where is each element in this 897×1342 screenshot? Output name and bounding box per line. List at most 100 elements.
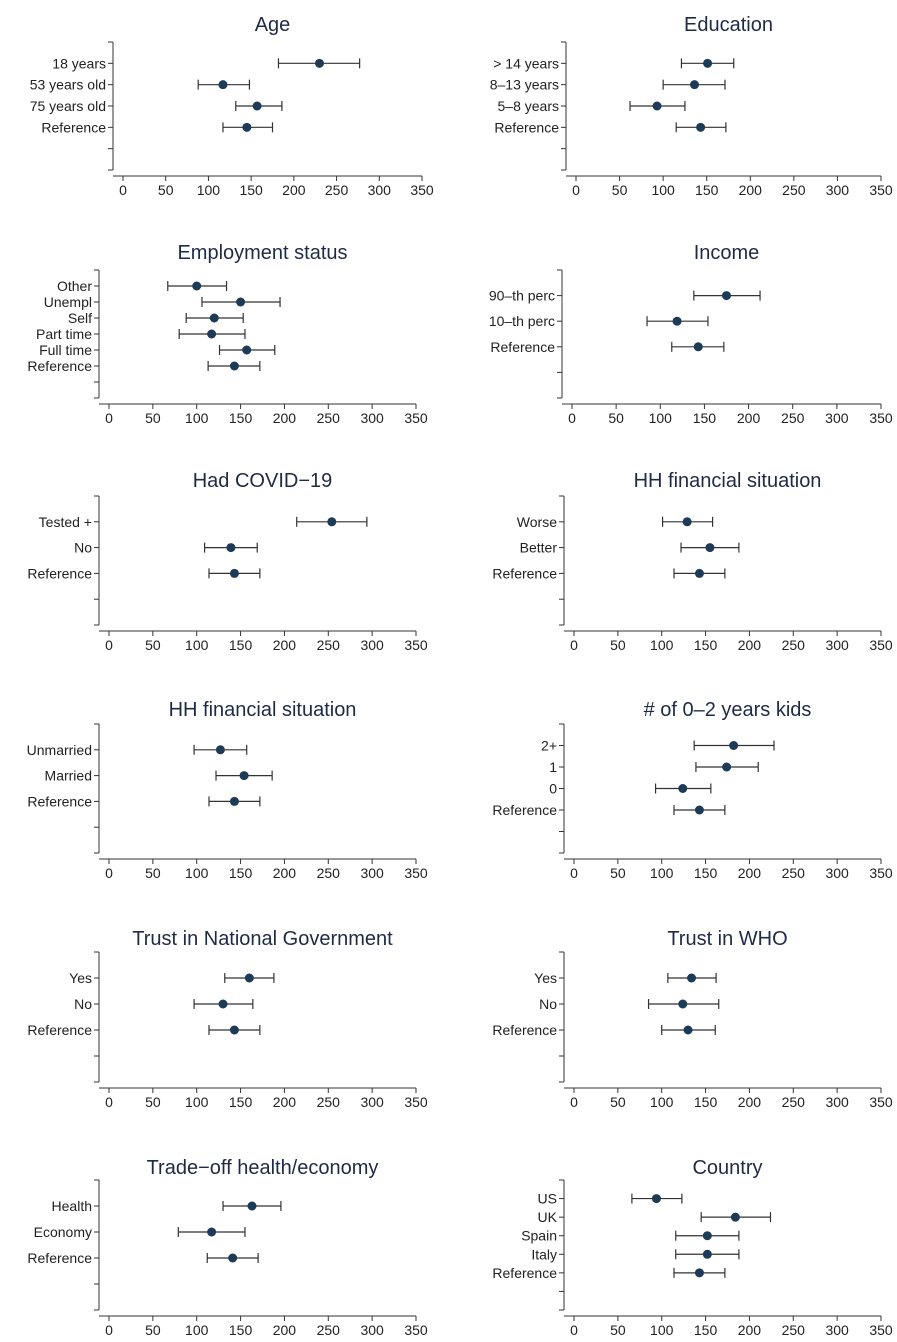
category-label: Reference <box>490 339 555 355</box>
category-label: 2+ <box>541 738 557 754</box>
x-tick-label: 150 <box>694 865 718 881</box>
point-estimate <box>215 745 225 755</box>
category-label: Reference <box>27 1250 92 1266</box>
point-estimate <box>683 1025 693 1035</box>
x-tick-label: 0 <box>570 1094 578 1110</box>
x-tick-label: 0 <box>105 1322 113 1338</box>
x-tick-label: 150 <box>694 1094 718 1110</box>
point-estimate <box>247 1201 257 1211</box>
category-label: Unempl <box>44 294 92 310</box>
point-estimate <box>239 771 249 781</box>
category-label: Full time <box>39 342 92 358</box>
category-label: Tested + <box>39 514 92 530</box>
category-label: No <box>74 996 92 1012</box>
category-label: Worse <box>517 514 557 530</box>
x-tick-label: 300 <box>360 637 384 653</box>
panel-title: Income <box>694 242 760 264</box>
point-estimate <box>729 741 739 750</box>
category-label: 53 years old <box>30 77 106 93</box>
x-tick-label: 350 <box>869 182 893 198</box>
x-tick-label: 300 <box>360 410 384 426</box>
category-label: Reference <box>41 119 106 135</box>
x-tick-label: 250 <box>782 637 806 653</box>
panel-4: Had COVID−19 0 50 100 150 200 250 300 350 Tested … <box>27 470 427 653</box>
point-estimate <box>314 58 324 68</box>
x-tick-label: 250 <box>782 182 806 198</box>
category-label: No <box>74 540 92 556</box>
x-tick-label: 100 <box>185 865 209 881</box>
point-estimate <box>682 517 692 527</box>
point-estimate <box>242 122 252 132</box>
x-tick-label: 250 <box>317 865 341 881</box>
x-tick-label: 100 <box>650 865 674 881</box>
x-tick-label: 250 <box>317 637 341 653</box>
category-label: No <box>539 996 557 1012</box>
x-tick-label: 150 <box>229 410 253 426</box>
panel-6: HH financial situation 0 50 100 150 200 250 300… <box>27 699 428 881</box>
point-estimate <box>722 291 731 301</box>
x-tick-label: 150 <box>229 1322 253 1338</box>
x-tick-label: 350 <box>869 410 893 426</box>
panel-title: HH financial situation <box>169 699 357 721</box>
x-tick-label: 300 <box>360 865 384 881</box>
x-tick-label: 50 <box>610 1094 626 1110</box>
x-tick-label: 0 <box>105 865 113 881</box>
point-estimate <box>327 517 337 527</box>
point-estimate <box>229 568 239 578</box>
x-tick-label: 0 <box>105 410 113 426</box>
point-estimate <box>730 1212 740 1222</box>
x-tick-label: 50 <box>145 865 161 881</box>
panel-title: Education <box>684 14 773 36</box>
category-label: Reference <box>27 1022 92 1038</box>
x-tick-label: 250 <box>317 1094 341 1110</box>
panel-5: HH financial situation 0 50 100 150 200 250 300… <box>492 470 892 653</box>
x-tick-label: 50 <box>610 1322 626 1338</box>
panel-11: Country 0 50 100 150 200 250 300 350 US UK Spain Ita… <box>492 1157 892 1338</box>
category-label: UK <box>538 1209 558 1225</box>
x-tick-label: 350 <box>869 865 893 881</box>
x-tick-label: 200 <box>273 410 297 426</box>
x-tick-label: 150 <box>229 1094 253 1110</box>
category-label: Reference <box>492 565 557 581</box>
x-tick-label: 350 <box>869 1322 893 1338</box>
category-label: Yes <box>69 970 92 986</box>
panel-3: Income 0 50 100 150 200 250 300 350 90–th perc 10–… <box>489 242 893 426</box>
x-tick-label: 0 <box>119 182 127 198</box>
category-label: Reference <box>27 565 92 581</box>
x-tick-label: 100 <box>650 1322 674 1338</box>
category-label: Italy <box>531 1246 557 1262</box>
x-tick-label: 200 <box>273 1094 297 1110</box>
x-tick-label: 50 <box>145 637 161 653</box>
x-tick-label: 300 <box>825 1094 849 1110</box>
x-tick-label: 0 <box>105 637 113 653</box>
category-label: Self <box>68 310 92 326</box>
x-tick-label: 200 <box>737 410 761 426</box>
x-tick-label: 150 <box>695 182 719 198</box>
x-tick-label: 50 <box>610 865 626 881</box>
panel-title: Trade−off health/economy <box>147 1157 379 1179</box>
point-estimate <box>672 316 682 326</box>
panel-title: # of 0–2 years kids <box>644 699 812 721</box>
point-estimate <box>218 80 228 90</box>
x-tick-label: 200 <box>738 1322 762 1338</box>
category-label: 18 years <box>52 55 106 71</box>
panel-title: Employment status <box>177 242 347 264</box>
x-tick-label: 350 <box>404 865 428 881</box>
panel-9: Trust in WHO 0 50 100 150 200 250 300 350 Yes No Re… <box>492 928 892 1110</box>
x-tick-label: 200 <box>739 182 763 198</box>
x-tick-label: 0 <box>105 1094 113 1110</box>
point-estimate <box>702 1249 712 1259</box>
point-estimate <box>242 345 252 355</box>
x-tick-label: 50 <box>158 182 174 198</box>
point-estimate <box>703 58 713 68</box>
category-label: Health <box>52 1198 92 1214</box>
point-estimate <box>694 805 704 815</box>
category-label: Yes <box>534 970 557 986</box>
x-tick-label: 250 <box>781 410 805 426</box>
x-tick-label: 100 <box>651 182 675 198</box>
point-estimate <box>226 543 236 553</box>
x-tick-label: 300 <box>825 410 849 426</box>
x-tick-label: 350 <box>410 182 434 198</box>
x-tick-label: 50 <box>612 182 628 198</box>
point-estimate <box>722 762 732 772</box>
